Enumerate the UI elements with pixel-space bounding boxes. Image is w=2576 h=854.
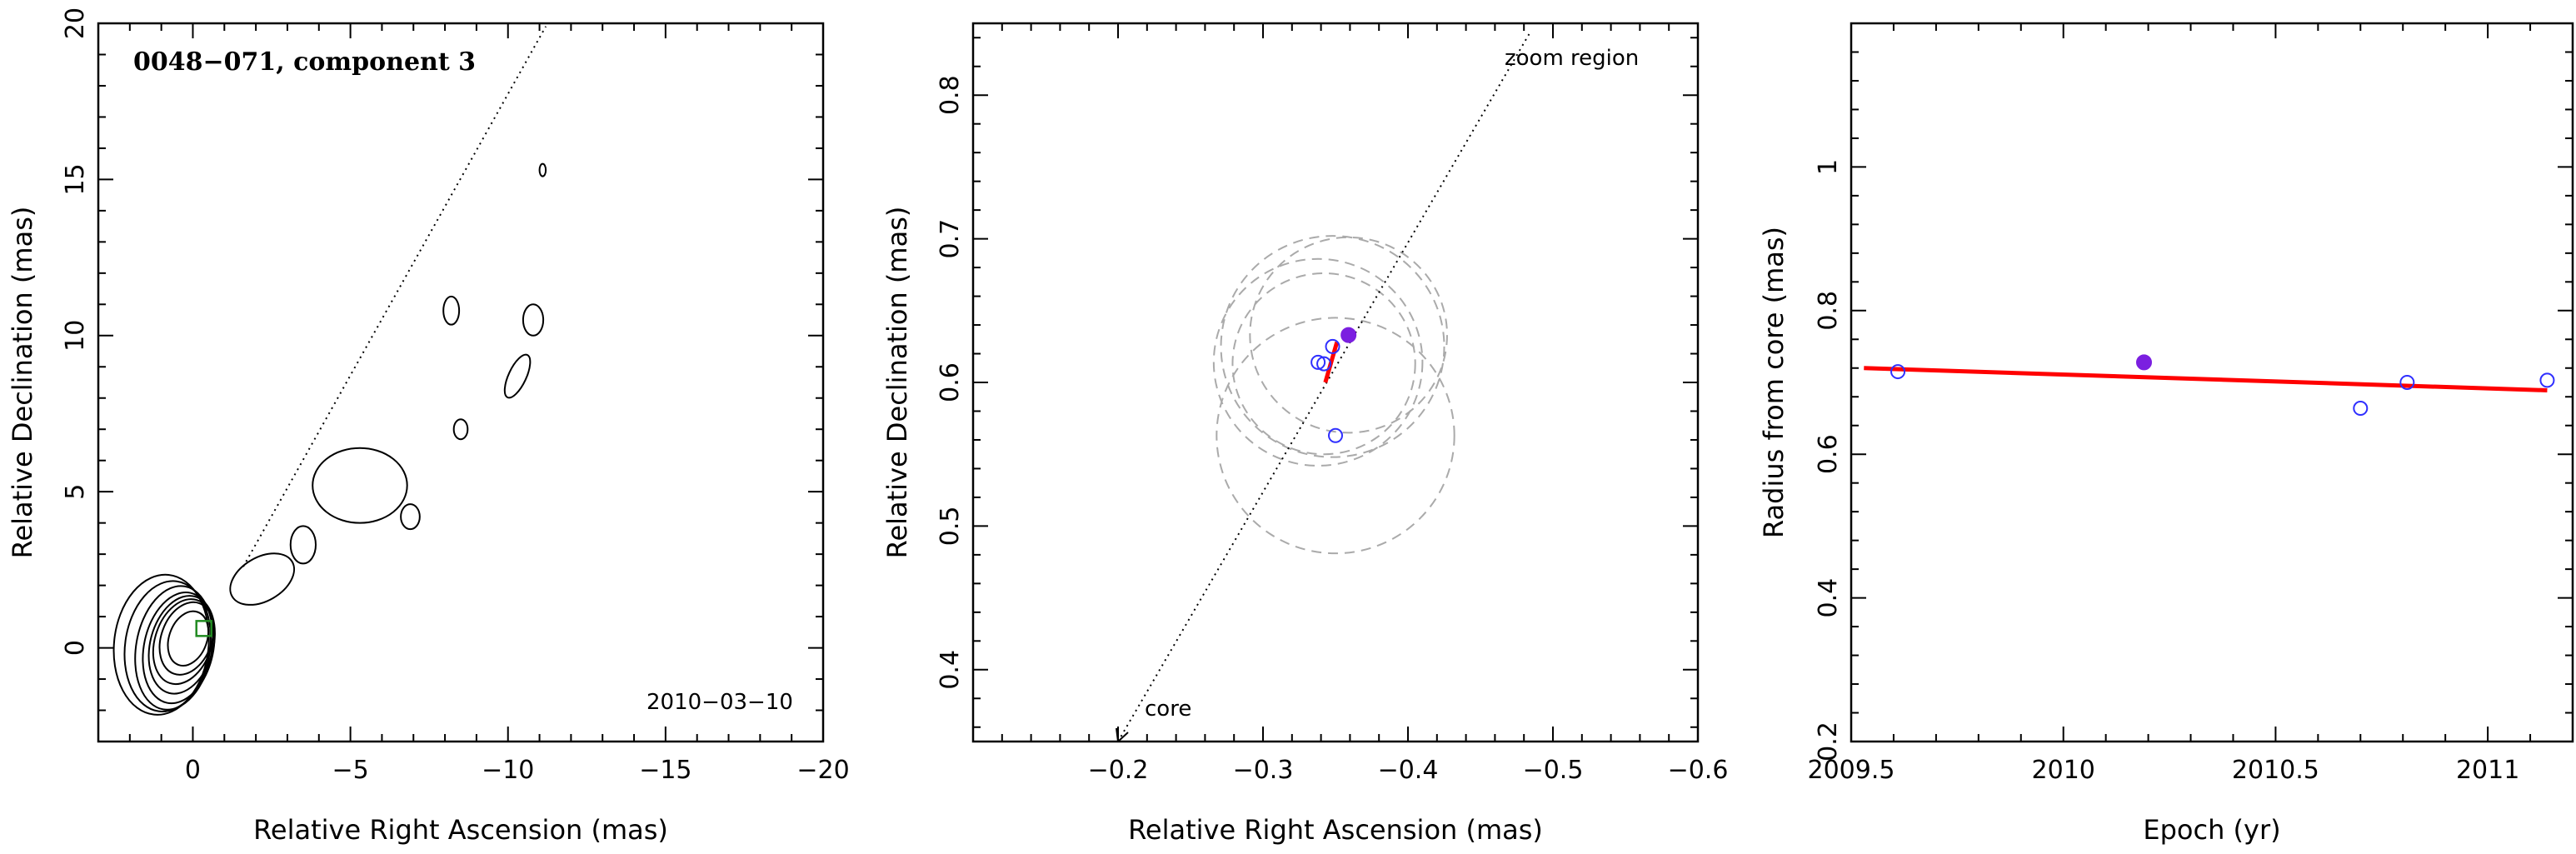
- jet-contour: [442, 295, 461, 326]
- uncertainty-circle: [1231, 272, 1416, 456]
- y-tick-label: 0.4: [936, 650, 965, 690]
- core-contour: [134, 585, 214, 711]
- panel-zoom-region: −0.2 −0.3 −0.4 −0.5 −0.6 0.4 0.5 0.6 0.7 0.8 zoo…: [881, 22, 1729, 846]
- y-axis-title: Relative Declination (mas): [881, 207, 913, 559]
- x-tick-label: 2010: [2032, 756, 2095, 785]
- zoom-region-label: zoom region: [1505, 46, 1639, 71]
- plot-frame: [971, 22, 1700, 743]
- y-tick-label: 15: [61, 163, 90, 195]
- plot-frame: [1850, 22, 2574, 743]
- x-tick-label: −20: [796, 756, 849, 785]
- x-tick-label: 2009.5: [1808, 756, 1895, 785]
- data-point-open: [2353, 401, 2369, 417]
- uncertainty-circle: [1220, 235, 1445, 458]
- y-tick-label: 0.7: [936, 219, 965, 259]
- data-point-open: [1325, 338, 1340, 354]
- uncertainty-circle: [1216, 317, 1455, 555]
- data-point-open: [1328, 427, 1343, 443]
- plot-area: [1116, 30, 1532, 742]
- y-axis-title: Relative Declination (mas): [7, 207, 38, 559]
- x-tick-label: −10: [482, 756, 534, 785]
- y-axis-title: Radius from core (mas): [1758, 227, 1790, 538]
- x-tick-label: −5: [332, 756, 368, 785]
- x-tick-labels: 2009.5 2010 2010.5 2011: [1808, 756, 2520, 785]
- y-tick-label: 0.4: [1814, 578, 1843, 618]
- tick-marks: [97, 22, 824, 742]
- tick-marks: [1850, 22, 2574, 742]
- x-tick-label: −15: [639, 756, 691, 785]
- x-tick-label: 0: [185, 756, 201, 785]
- jet-contour: [400, 503, 421, 531]
- data-point-open: [1310, 354, 1326, 370]
- jet-direction-line: [242, 26, 547, 567]
- jet-contour: [312, 447, 408, 524]
- x-tick-label: −0.2: [1088, 756, 1149, 785]
- y-tick-label: 10: [61, 320, 90, 352]
- x-tick-labels: 0 −5 −10 −15 −20: [185, 756, 850, 785]
- tick-marks: [972, 23, 1699, 742]
- plot-frame: [97, 22, 825, 743]
- x-tick-label: 2011: [2456, 756, 2519, 785]
- y-tick-label: 0.8: [936, 75, 965, 115]
- y-tick-label: 0.6: [1814, 434, 1843, 474]
- x-tick-label: −0.5: [1523, 756, 1584, 785]
- core-contour: [112, 573, 210, 716]
- panel-radius-epoch: 2009.5 2010 2010.5 2011 0.2 0.4 0.6 0.8 1 Epoch…: [1758, 22, 2574, 846]
- y-tick-label: 0.2: [1814, 722, 1843, 762]
- chart-title: 0048−071, component 3: [133, 47, 476, 77]
- core-direction-line: [1117, 30, 1532, 742]
- core-contour: [142, 592, 216, 705]
- y-tick-label: 0.6: [936, 362, 965, 402]
- y-tick-label: 5: [61, 484, 90, 500]
- y-tick-labels: 0.2 0.4 0.6 0.8 1: [1814, 159, 1843, 762]
- x-tick-label: 2010.5: [2232, 756, 2319, 785]
- plot-area: [1864, 354, 2555, 417]
- core-arrowhead: [1116, 727, 1129, 742]
- core-label: core: [1145, 697, 1191, 722]
- jet-contour: [522, 303, 545, 337]
- jet-contour: [289, 525, 317, 565]
- data-point-filled: [1340, 327, 1357, 343]
- y-tick-label: 1: [1814, 159, 1843, 175]
- x-axis-title: Epoch (yr): [2143, 814, 2280, 846]
- data-point-open: [1316, 356, 1332, 372]
- data-point-filled: [2135, 354, 2152, 371]
- x-tick-labels: −0.2 −0.3 −0.4 −0.5 −0.6: [1088, 756, 1729, 785]
- y-tick-label: 0.5: [936, 507, 965, 547]
- x-tick-label: −0.3: [1233, 756, 1294, 785]
- y-tick-labels: 0 5 10 15 20: [61, 7, 90, 656]
- x-axis-title: Relative Right Ascension (mas): [253, 814, 668, 846]
- jet-contour: [452, 418, 469, 441]
- jet-contour: [229, 552, 296, 606]
- core-contour: [167, 610, 210, 667]
- y-tick-label: 0.8: [1814, 291, 1843, 331]
- core-contour: [123, 580, 212, 712]
- plot-area: [112, 26, 547, 716]
- data-point-open: [2399, 375, 2415, 390]
- y-tick-label: 20: [61, 7, 90, 39]
- fit-line: [1864, 366, 2548, 392]
- y-tick-labels: 0.4 0.5 0.6 0.7 0.8: [936, 75, 965, 689]
- component-marker: [195, 620, 212, 637]
- y-tick-label: 0: [61, 640, 90, 656]
- data-point-open: [1890, 364, 1906, 380]
- x-tick-label: −0.4: [1378, 756, 1439, 785]
- x-tick-label: −0.6: [1668, 756, 1729, 785]
- jet-contour: [538, 162, 547, 177]
- data-point-open: [2539, 372, 2555, 388]
- jet-contour: [503, 353, 532, 399]
- epoch-label: 2010−03−10: [646, 690, 793, 715]
- uncertainty-circle: [1212, 257, 1424, 467]
- panel-contour-map: 0 −5 −10 −15 −20 0 5 10 15 20 0048−071, componen…: [7, 7, 850, 846]
- uncertainty-circle: [1249, 236, 1448, 434]
- x-axis-title: Relative Right Ascension (mas): [1128, 814, 1543, 846]
